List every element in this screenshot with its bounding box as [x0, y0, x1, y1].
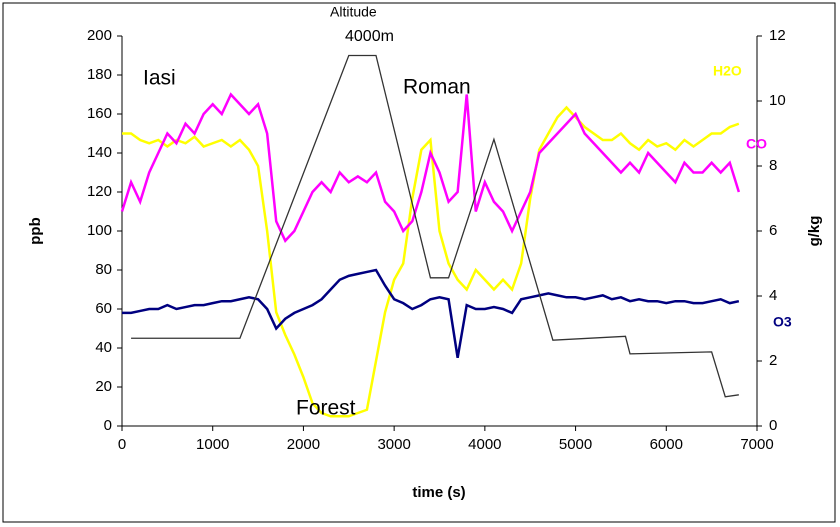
y-tick-label: 120: [87, 183, 112, 200]
y-tick-label: 160: [87, 105, 112, 122]
series-label: H2O: [713, 63, 742, 79]
x-tick-label: 1000: [196, 436, 229, 453]
y2-tick-label: 10: [769, 92, 786, 109]
y2-tick-label: 0: [769, 417, 777, 434]
y-tick-label: 140: [87, 144, 112, 161]
y-axis-title: ppb: [27, 217, 44, 245]
annotation: 4000m: [345, 28, 394, 45]
series-line: [122, 105, 740, 418]
annotation: Altitude: [330, 4, 377, 20]
y2-tick-label: 8: [769, 157, 777, 174]
y2-axis-title: g/kg: [806, 216, 823, 247]
y2-tick-label: 6: [769, 222, 777, 239]
y-tick-label: 100: [87, 222, 112, 239]
y-tick-label: 200: [87, 27, 112, 44]
x-tick-label: 6000: [650, 436, 683, 453]
y-tick-label: 180: [87, 66, 112, 83]
series-line: [120, 92, 741, 243]
x-tick-label: 0: [118, 436, 126, 453]
series-label: CO: [746, 136, 767, 152]
series-line: [122, 268, 740, 358]
y2-tick-label: 2: [769, 352, 777, 369]
y-tick-label: 0: [104, 417, 112, 434]
x-tick-label: 3000: [377, 436, 410, 453]
y2-tick-label: 4: [769, 287, 777, 304]
y2-tick-label: 12: [769, 27, 786, 44]
annotation: Iasi: [143, 67, 176, 90]
annotation: Roman: [403, 76, 471, 99]
series-line: [131, 54, 739, 398]
y-tick-label: 20: [95, 378, 112, 395]
x-tick-label: 2000: [287, 436, 320, 453]
x-tick-label: 4000: [468, 436, 501, 453]
x-axis-title: time (s): [412, 484, 465, 501]
y-tick-label: 80: [95, 261, 112, 278]
y-tick-label: 60: [95, 300, 112, 317]
series-label: O3: [773, 314, 792, 330]
x-tick-label: 7000: [740, 436, 773, 453]
x-tick-label: 5000: [559, 436, 592, 453]
annotation: Forest: [296, 397, 356, 420]
y-tick-label: 40: [95, 339, 112, 356]
